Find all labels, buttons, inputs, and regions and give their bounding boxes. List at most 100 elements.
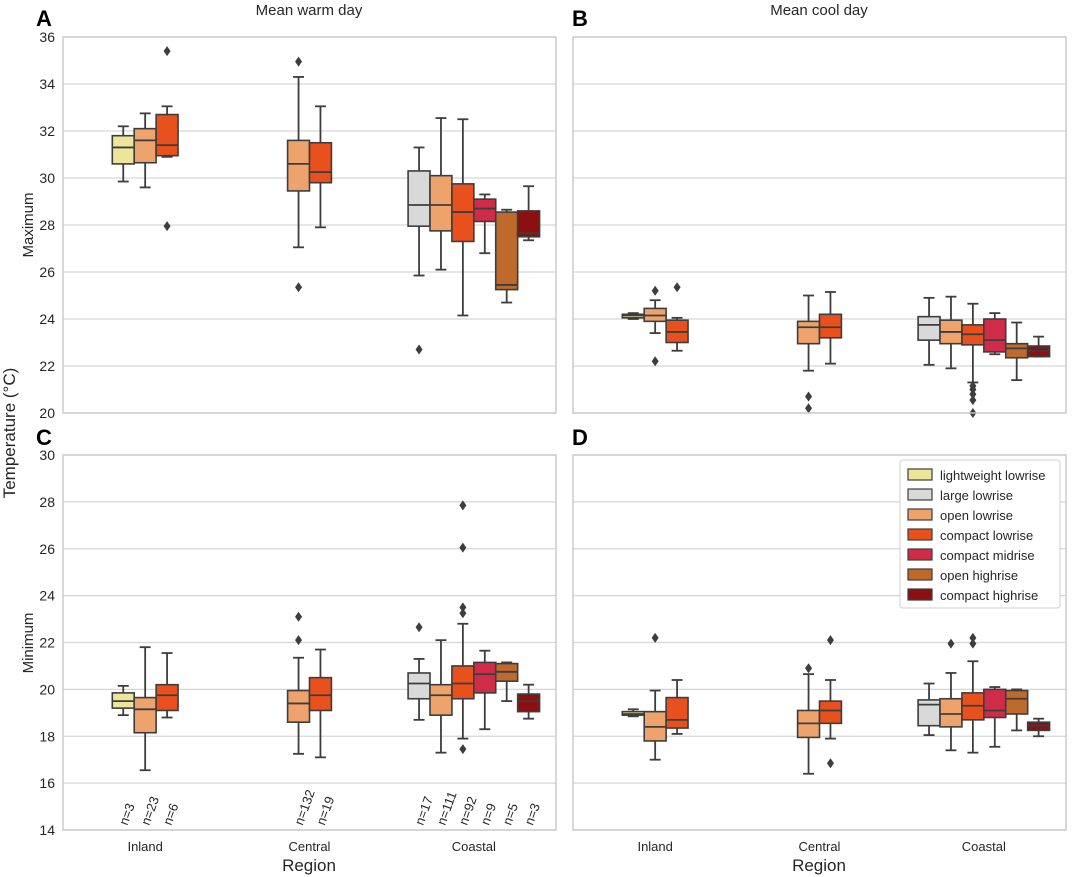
x-tick-label: Central: [799, 839, 841, 854]
y-tick-label: 28: [39, 494, 55, 510]
legend-label: compact midrise: [940, 548, 1035, 563]
box-large-lowrise: [407, 672, 431, 700]
box-lightweight-lowrise: [111, 134, 136, 165]
panel-D-frame: [572, 454, 1067, 831]
outlier-point: [459, 500, 467, 511]
box-large-lowrise: [917, 315, 941, 341]
outlier-point: [826, 635, 834, 646]
legend-label: large lowrise: [940, 488, 1013, 503]
y-tick-label: 24: [39, 588, 55, 604]
sample-count-label: n=9: [478, 801, 500, 827]
outlier-point: [459, 602, 467, 613]
y-tick-label: 28: [39, 217, 55, 233]
x-tick-label: Coastal: [962, 839, 1006, 854]
outlier-point: [295, 635, 303, 646]
legend: lightweight lowrise large lowrise open low…: [899, 459, 1061, 609]
outlier-point: [651, 285, 659, 296]
outlier-point: [163, 46, 171, 57]
box-compact-lowrise: [155, 113, 179, 157]
box-compact-midrise: [983, 318, 1007, 353]
y-axis-label: Temperature (°C): [0, 368, 19, 499]
y-tick-label: 26: [39, 541, 55, 557]
legend-label: compact lowrise: [940, 528, 1033, 543]
box-compact-lowrise: [818, 700, 843, 725]
outlier-point: [969, 638, 977, 649]
legend-swatch-open-lowrise: [907, 508, 933, 521]
y-tick-label: 22: [39, 358, 55, 374]
box-open-lowrise: [133, 696, 157, 734]
outlier-point: [295, 611, 303, 622]
outlier-point: [947, 638, 955, 649]
panel-letter-C: C: [36, 425, 52, 450]
x-tick-label: Inland: [127, 839, 162, 854]
outlier-point: [969, 389, 977, 400]
row-label-maximum: Maximum: [20, 192, 37, 257]
box-open-lowrise: [429, 683, 453, 716]
x-tick-label: Inland: [637, 839, 672, 854]
legend-label: open lowrise: [940, 508, 1013, 523]
box-compact-lowrise: [308, 141, 333, 184]
box-compact-lowrise: [308, 676, 333, 712]
row-label-minimum: Minimum: [20, 613, 37, 674]
y-tick-label: 30: [39, 170, 55, 186]
box-open-lowrise: [286, 139, 311, 192]
panel-letter-A: A: [36, 6, 52, 31]
sample-count-label: n=3: [116, 801, 138, 827]
outlier-point: [415, 344, 423, 355]
legend-swatch-large-lowrise: [907, 488, 933, 501]
legend-label: compact highrise: [940, 588, 1038, 603]
panel-B-frame: [572, 36, 1067, 414]
box-compact-highrise: [516, 693, 541, 713]
x-tick-label: Coastal: [452, 839, 496, 854]
box-compact-highrise: [516, 210, 541, 238]
legend-swatch-open-highrise: [907, 568, 933, 581]
panel-letter-D: D: [572, 425, 588, 450]
box-compact-lowrise: [451, 665, 475, 700]
outlier-point: [415, 622, 423, 633]
legend-box: [899, 459, 1061, 609]
box-compact-lowrise: [818, 313, 843, 339]
box-open-lowrise: [286, 689, 311, 723]
outlier-point: [826, 758, 834, 769]
x-axis-label-left: Region: [282, 856, 336, 875]
legend-swatch-compact-highrise: [907, 588, 933, 601]
box-compact-lowrise: [665, 696, 689, 729]
box-compact-lowrise: [155, 683, 179, 712]
outlier-point: [651, 356, 659, 367]
legend-label: lightweight lowrise: [940, 468, 1046, 483]
outlier-point: [651, 632, 659, 643]
outlier-point: [969, 632, 977, 643]
sample-count-label: n=3: [521, 801, 543, 827]
box-compact-midrise: [473, 198, 497, 223]
panel-B-group: [572, 36, 1067, 418]
box-open-highrise: [1004, 342, 1029, 359]
outlier-point: [805, 663, 813, 674]
y-tick-label: 32: [39, 123, 55, 139]
y-tick-label: 20: [39, 681, 55, 697]
legend-swatch-lightweight-lowrise: [907, 468, 933, 481]
legend-swatch-compact-lowrise: [907, 528, 933, 541]
panel-A-group: 20 22 24 26 28 30 32 34 36: [39, 29, 557, 421]
y-tick-label: 22: [39, 635, 55, 651]
outlier-point: [673, 282, 681, 293]
box-compact-midrise: [983, 688, 1007, 719]
box-open-highrise: [494, 211, 519, 291]
y-tick-label: 36: [39, 29, 55, 45]
box-open-lowrise: [796, 320, 821, 345]
box-compact-midrise: [473, 661, 497, 694]
panel-letter-B: B: [572, 6, 588, 31]
y-tick-label: 18: [39, 728, 55, 744]
outlier-point: [163, 221, 171, 232]
panel-A-frame: [62, 36, 557, 414]
y-tick-label: 30: [39, 447, 55, 463]
outlier-point: [805, 403, 813, 414]
box-open-lowrise: [429, 174, 453, 232]
y-tick-label: 34: [39, 76, 55, 92]
y-tick-label: 14: [39, 822, 55, 838]
col-title-warm: Mean warm day: [256, 2, 363, 19]
legend-label: open highrise: [940, 568, 1018, 583]
y-tick-label: 24: [39, 311, 55, 327]
x-axis-label-right: Region: [792, 856, 846, 875]
